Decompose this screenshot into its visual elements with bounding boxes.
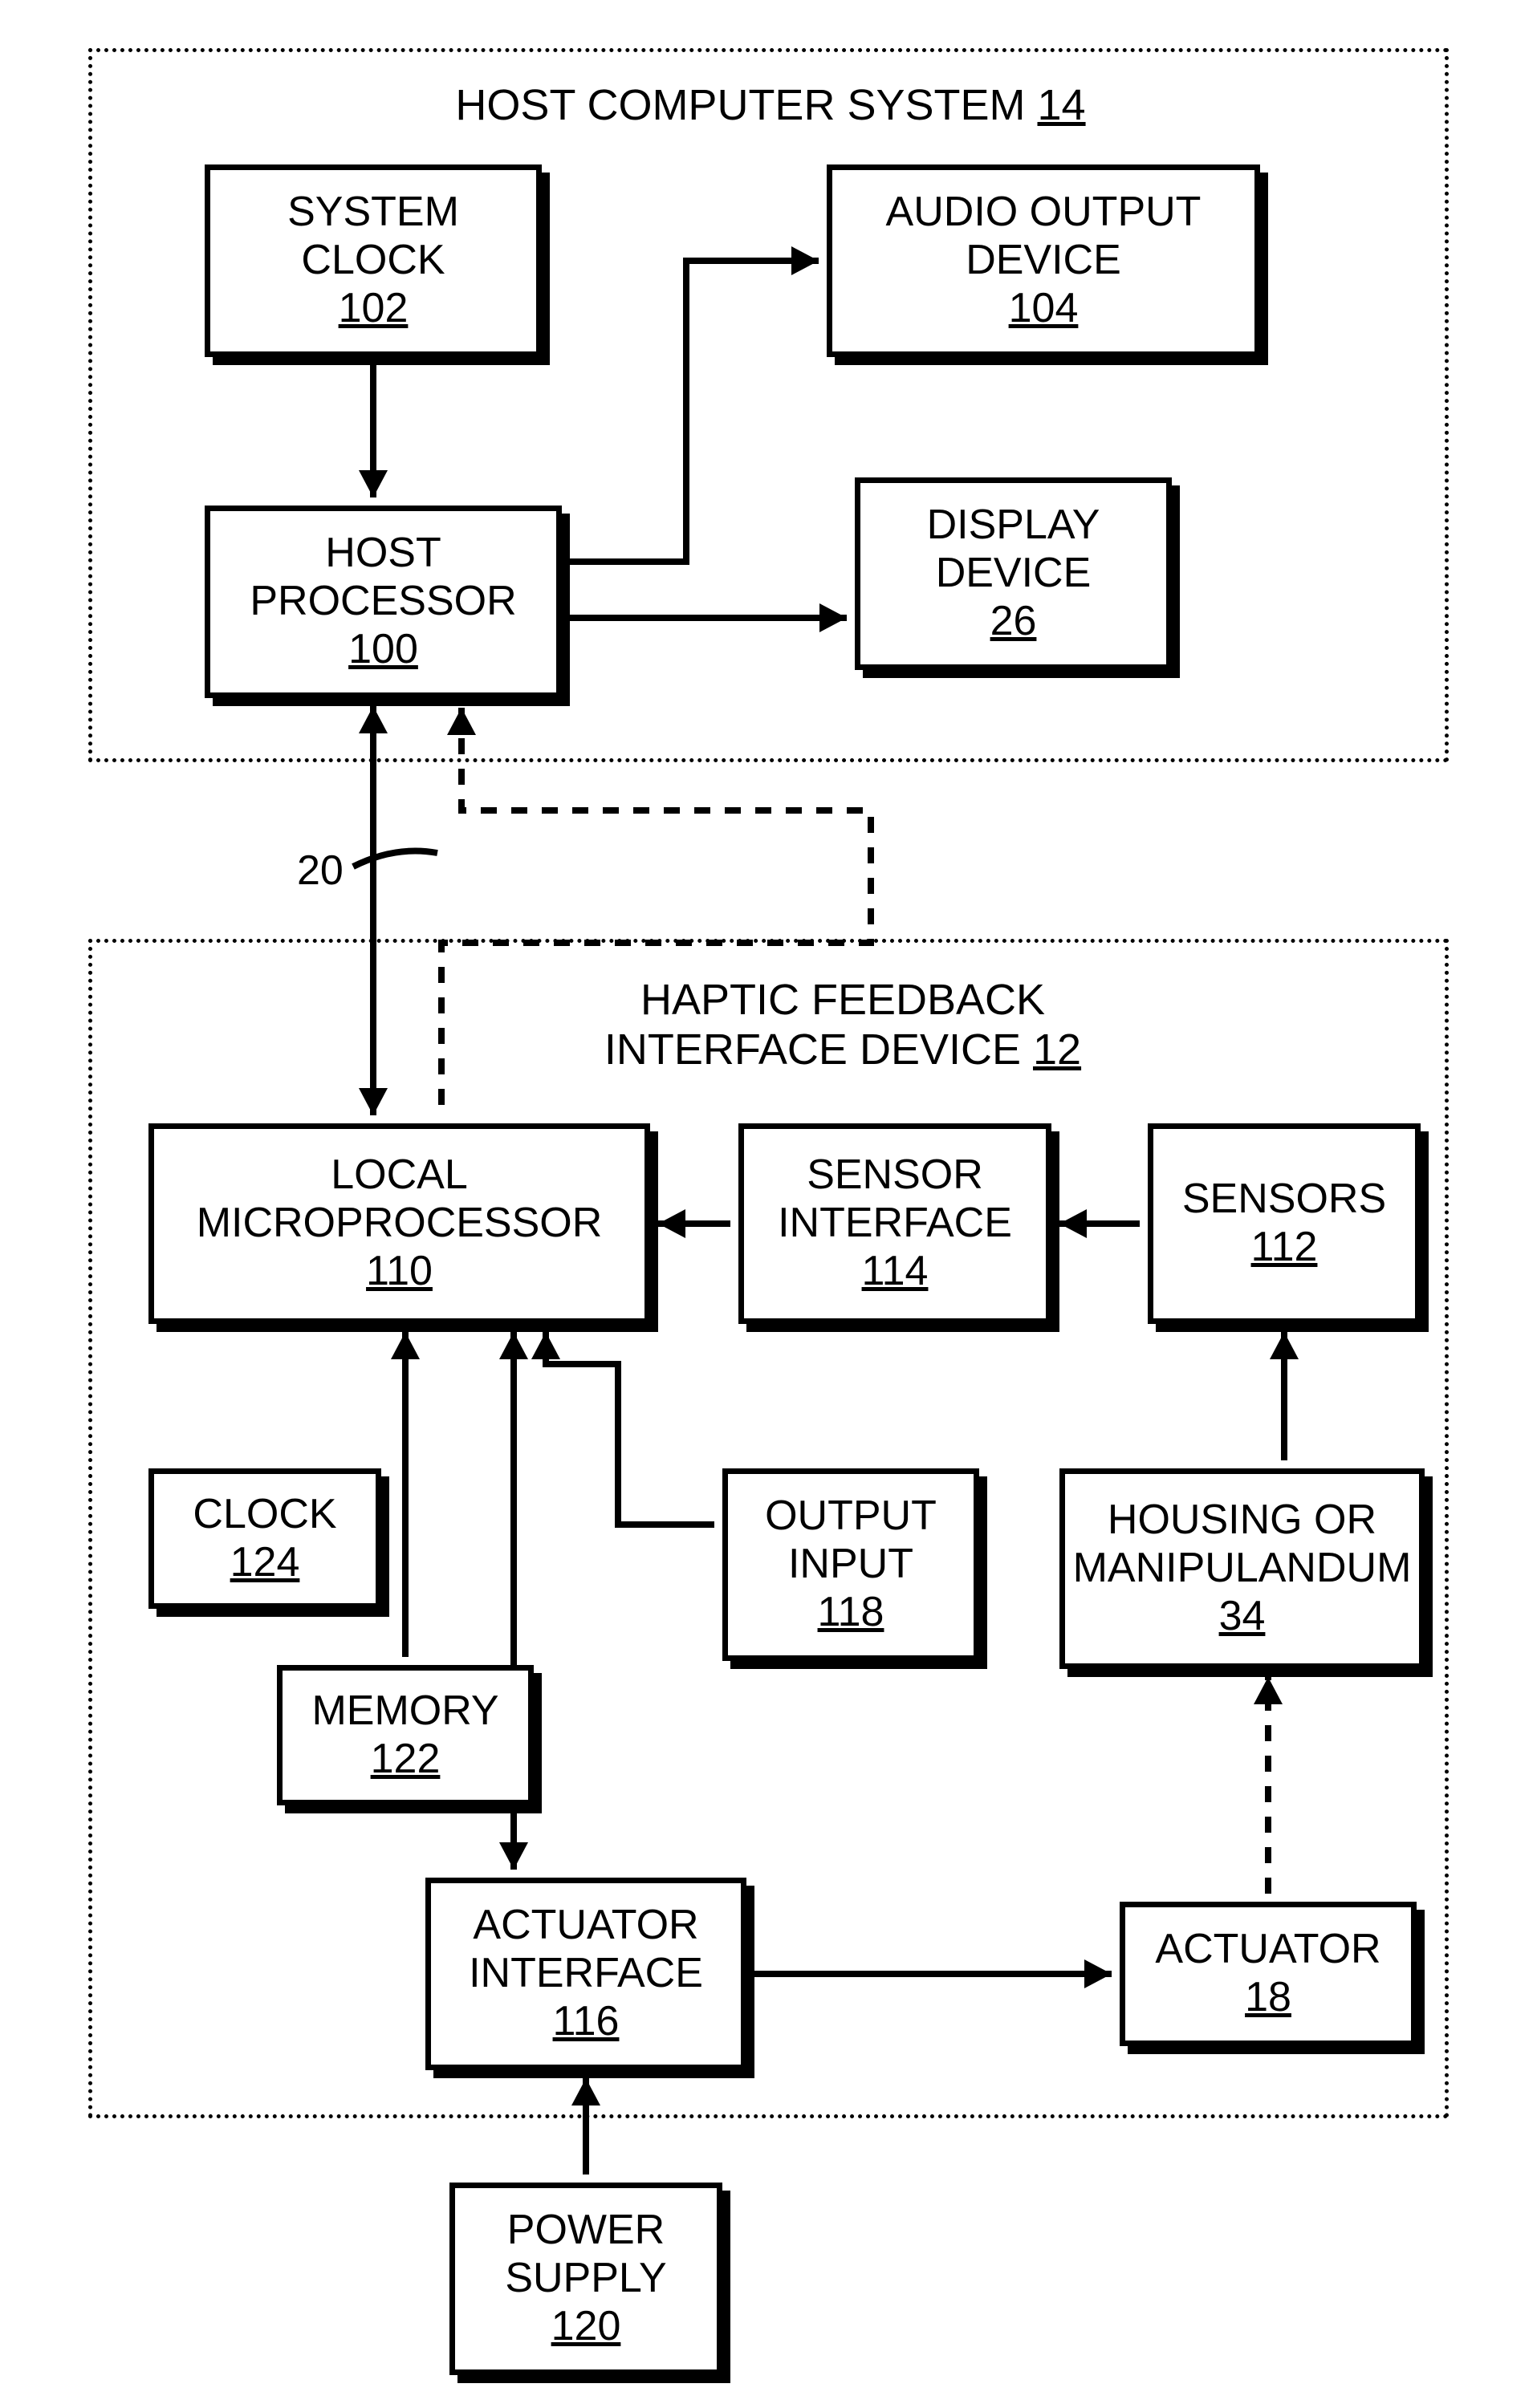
system-clock: SYSTEM CLOCK102: [205, 164, 542, 357]
memory: MEMORY122: [277, 1665, 534, 1805]
host-region-num: 14: [1038, 81, 1086, 129]
sensor-interface-num: 114: [862, 1248, 929, 1296]
housing-num: 34: [1219, 1593, 1266, 1641]
memory-num: 122: [371, 1736, 441, 1784]
sensors-label: SENSORS: [1182, 1176, 1386, 1224]
housing: HOUSING OR MANIPULANDUM34: [1059, 1468, 1425, 1669]
host-processor-num: 100: [348, 626, 418, 674]
actuator-interface: ACTUATOR INTERFACE116: [425, 1878, 746, 2070]
power-supply-label: POWER SUPPLY: [505, 2207, 666, 2303]
local-micro-label: LOCAL MICROPROCESSOR: [197, 1151, 603, 1248]
display-device-num: 26: [990, 598, 1037, 646]
power-supply: POWER SUPPLY120: [449, 2183, 722, 2375]
audio-output-label: AUDIO OUTPUT DEVICE: [886, 189, 1202, 285]
output-input-label: OUTPUT INPUT: [765, 1492, 937, 1589]
output-input-num: 118: [818, 1589, 884, 1637]
system-clock-label: SYSTEM CLOCK: [287, 189, 459, 285]
clock: CLOCK124: [148, 1468, 381, 1609]
sensors-num: 112: [1251, 1224, 1318, 1272]
ref-20: 20: [297, 847, 344, 895]
clock-num: 124: [230, 1539, 300, 1587]
power-supply-num: 120: [551, 2303, 621, 2351]
host-processor: HOST PROCESSOR100: [205, 506, 562, 698]
clock-label: CLOCK: [193, 1491, 336, 1539]
system-clock-num: 102: [339, 285, 409, 333]
memory-label: MEMORY: [311, 1687, 498, 1736]
host-processor-label: HOST PROCESSOR: [250, 530, 516, 626]
local-micro-num: 110: [366, 1248, 433, 1296]
sensors: SENSORS112: [1148, 1123, 1421, 1324]
ref-20-tick: [353, 851, 437, 867]
actuator-interface-label: ACTUATOR INTERFACE: [469, 1902, 703, 1998]
host-region-title: HOST COMPUTER SYSTEM 14: [2, 80, 1537, 130]
local-micro: LOCAL MICROPROCESSOR110: [148, 1123, 650, 1324]
audio-output-num: 104: [1009, 285, 1079, 333]
actuator-interface-num: 116: [553, 1998, 620, 2046]
haptic-region-title: HAPTIC FEEDBACKINTERFACE DEVICE 12: [75, 975, 1537, 1074]
haptic-region-num: 12: [1033, 1025, 1081, 1074]
actuator: ACTUATOR18: [1120, 1902, 1417, 2046]
display-device: DISPLAY DEVICE26: [855, 477, 1172, 670]
actuator-num: 18: [1245, 1974, 1291, 2022]
display-device-label: DISPLAY DEVICE: [927, 501, 1100, 598]
actuator-label: ACTUATOR: [1155, 1926, 1380, 1974]
audio-output: AUDIO OUTPUT DEVICE104: [827, 164, 1260, 357]
diagram-canvas: HOST COMPUTER SYSTEM 14 HAPTIC FEEDBACKIN…: [0, 0, 1537, 2408]
sensor-interface: SENSOR INTERFACE114: [738, 1123, 1051, 1324]
sensor-interface-label: SENSOR INTERFACE: [778, 1151, 1012, 1248]
output-input: OUTPUT INPUT118: [722, 1468, 979, 1661]
housing-label: HOUSING OR MANIPULANDUM: [1073, 1496, 1412, 1593]
